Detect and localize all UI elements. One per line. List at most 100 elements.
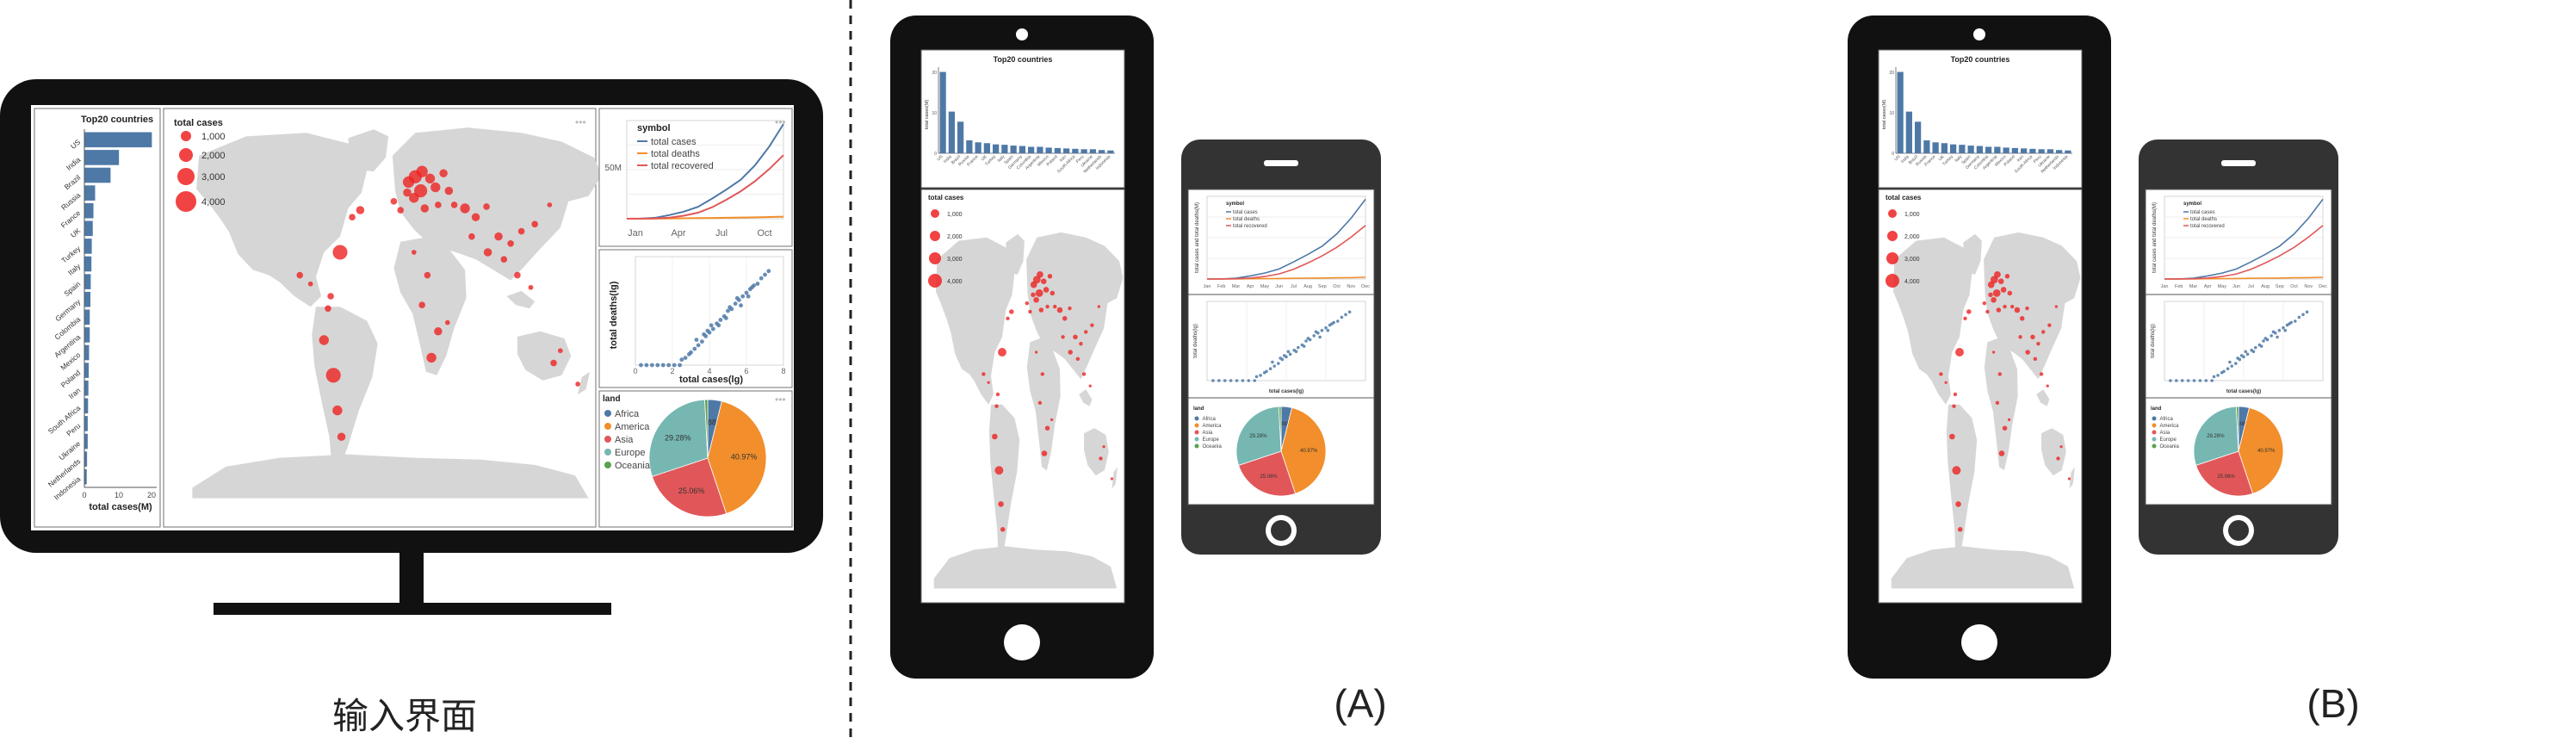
- scatter-point: [716, 323, 721, 328]
- variant-b-phone-scatter-ylabel: total deaths(lg): [2151, 324, 2156, 358]
- scatter-point: [2282, 326, 2285, 330]
- desktop-map-bubble: [434, 327, 443, 336]
- scatter-point: [2276, 335, 2279, 339]
- desktop-line-ytick: 50M: [605, 164, 622, 173]
- desktop-pie-more-icon[interactable]: •••: [775, 394, 786, 406]
- variant-b-tablet-home-button[interactable]: [1961, 624, 1997, 660]
- variant-a-tablet-bar-ylabel: total cases(M): [925, 100, 930, 130]
- variant-a-phone-scatter-xlabel: total cases(lg): [1269, 389, 1303, 394]
- variant-b-phone-line-xtick: Oct: [2290, 284, 2298, 289]
- variant-a-tablet-map-bubble: [1040, 372, 1045, 376]
- pie-legend-dot: [1194, 416, 1199, 421]
- scatter-point: [1223, 379, 1227, 382]
- desktop-bar: [84, 363, 90, 378]
- variant-a-tablet-bar: [1019, 146, 1025, 153]
- variant-a-tablet-map-bubble: [1068, 350, 1073, 355]
- variant-a-tablet-bubble-legend-dot: [929, 252, 941, 264]
- variant-a-tablet-map-bubble: [1090, 323, 1094, 327]
- pie-legend-label: Asia: [615, 435, 634, 445]
- scatter-point: [734, 295, 740, 301]
- variant-a-tablet-map-bubble: [1073, 334, 1078, 340]
- variant-a-tablet-map-bubble: [994, 466, 1004, 475]
- desktop-bar: [84, 344, 90, 361]
- desktop-bar-panel: Top20 countries USIndiaBrazilRussiaFranc…: [34, 108, 161, 528]
- variant-b-tablet-map-bubble: [2002, 425, 2008, 431]
- variant-b-tablet-map-bubble: [1991, 350, 1996, 354]
- desktop-map-bubble: [575, 381, 580, 387]
- variant-b-tablet-bar: [2038, 149, 2045, 153]
- pie-legend-dot: [1194, 423, 1199, 428]
- desktop-map-bubble: [319, 335, 329, 345]
- desktop-bar: [84, 185, 96, 201]
- variant-a-tablet-map-bubble: [1043, 287, 1050, 293]
- variant-b-tablet-bar-panel: [1878, 49, 2083, 189]
- variant-a-tablet-bar-ytick: 20: [932, 71, 937, 76]
- variant-b-tablet-map-bubble: [2018, 335, 2022, 339]
- pie-legend-dot: [2152, 423, 2157, 428]
- scatter-point: [1259, 374, 1262, 377]
- variant-b-tablet-map-bubble: [2019, 316, 2025, 321]
- scatter-point: [2294, 319, 2297, 323]
- desktop-bar: [84, 239, 92, 254]
- variant-b-phone-line-xtick: Dec: [2319, 284, 2327, 289]
- variant-b-tablet-bar: [1976, 146, 1983, 153]
- variant-a-tablet-map-bubble: [1044, 425, 1050, 431]
- scatter-point: [1241, 379, 1245, 382]
- desktop-bubble-label-1: 1,000: [201, 132, 226, 142]
- scatter-point: [686, 352, 691, 356]
- variant-b-tablet-map-bubble: [2004, 274, 2010, 279]
- variant-b-tablet-bubble-legend-label: 4,000: [1904, 279, 1920, 285]
- variant-b-tablet-map-bubble: [1957, 527, 1963, 532]
- variant-a-phone-scatter-ylabel: total deaths(lg): [1193, 324, 1198, 358]
- scatter-point: [2234, 362, 2238, 365]
- desktop-map-more-icon[interactable]: •••: [575, 116, 586, 128]
- variant-b-tablet-bar: [1932, 142, 1939, 153]
- desktop-line-legend-2: total deaths: [651, 149, 700, 159]
- pie-pct-label: 40.97%: [1300, 449, 1318, 454]
- pie-legend-dot: [1194, 437, 1199, 442]
- pie-legend-dot: [604, 449, 611, 456]
- pie-legend-dot: [604, 410, 611, 417]
- desktop-map-bubble: [494, 232, 503, 241]
- scatter-point: [2220, 371, 2224, 375]
- variant-a-tablet-map-bubble: [1084, 330, 1088, 334]
- line-series-total-recovered: [1206, 225, 1366, 280]
- desktop-line-more-icon[interactable]: •••: [775, 116, 786, 128]
- variant-b-phone-line-legend: total recovered: [2190, 224, 2225, 229]
- variant-a-tablet-map-bubble: [1050, 418, 1054, 422]
- desktop-map-bubble: [450, 202, 458, 208]
- variant-b-tablet-bar: [1923, 140, 1930, 153]
- variant-a-tablet-bar: [1107, 150, 1114, 153]
- scatter-point: [666, 363, 672, 368]
- variant-b-tablet-map-bubble: [1998, 450, 2005, 456]
- scatter-point: [2228, 360, 2232, 364]
- scatter-point: [2239, 354, 2244, 357]
- variant-b-phone-line-xtick: Sep: [2276, 284, 2284, 289]
- scatter-point: [2216, 374, 2220, 377]
- desktop-bar: [84, 167, 111, 183]
- pie-slice-asia: [2195, 450, 2254, 497]
- variant-a-tablet-bar-label: UK: [981, 154, 989, 163]
- pie-legend-label: Europe: [1203, 437, 1220, 443]
- variant-a-tablet-map-bubble: [1050, 290, 1056, 296]
- scatter-point: [726, 308, 730, 313]
- scatter-point: [2262, 339, 2265, 343]
- scatter-point: [1320, 328, 1324, 332]
- desktop-map-bubble: [426, 352, 437, 363]
- pie-pct-label: 40.97%: [2257, 449, 2276, 454]
- desktop-map-bubble: [514, 271, 521, 279]
- variant-a-tablet-home-button[interactable]: [1004, 624, 1040, 660]
- variant-b-tablet-map-bubble: [2059, 445, 2063, 449]
- scatter-point: [2269, 334, 2273, 338]
- variant-a-tablet-bar: [948, 111, 955, 153]
- desktop-bar: [84, 150, 120, 165]
- variant-b-tablet-map-bubble: [2025, 306, 2029, 311]
- variant-a-tablet-map-bubble: [1034, 350, 1038, 354]
- desktop-map-bubble: [460, 203, 470, 214]
- variant-a-tablet-map-bubble: [1037, 270, 1043, 278]
- variant-a-tablet-bubble-legend-label: 4,000: [947, 279, 963, 285]
- desktop-map-bubble: [332, 245, 348, 260]
- caption-input-interface: 输入界面: [331, 695, 477, 737]
- variant-a: Top20 countriesUSIndiaBrazilRussiaFrance…: [890, 16, 1381, 679]
